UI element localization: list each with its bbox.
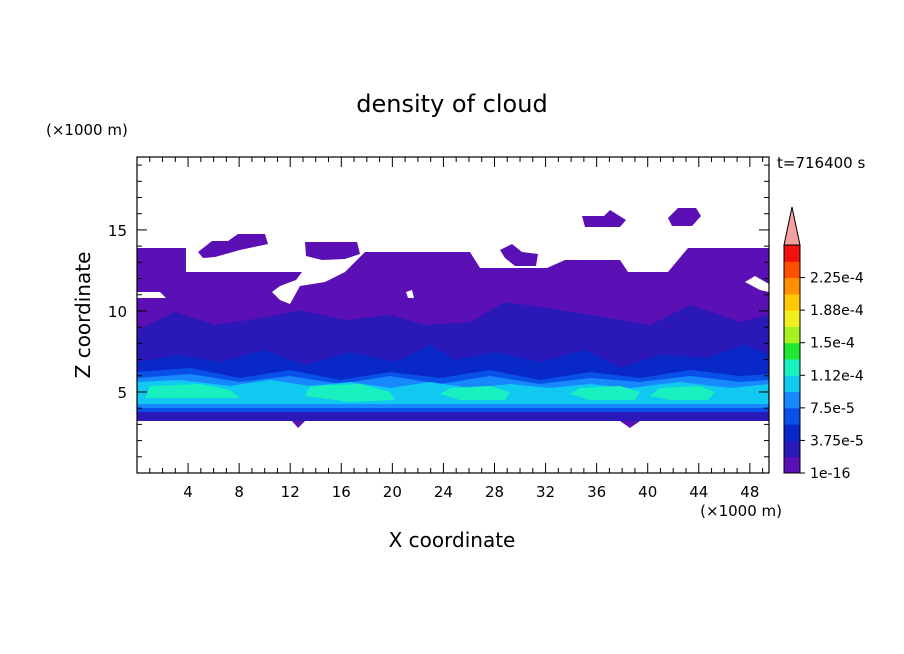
y-tick-label: 5: [117, 384, 127, 402]
colorbar-swatch: [784, 391, 800, 409]
colorbar-label: 3.75e-5: [810, 433, 864, 449]
colorbar-label: 7.5e-5: [810, 401, 855, 417]
colorbar-swatch: [784, 375, 800, 393]
x-axis-ticks: 4 8 12 16 20 24 28 32 36 40 44 48: [149, 157, 764, 501]
plot-area: [137, 208, 769, 428]
x-tick-label: 36: [587, 483, 606, 501]
colorbar-label: 1.12e-4: [810, 368, 864, 384]
colorbar-label: 1e-16: [810, 466, 850, 482]
y-axis-label: Z coordinate: [71, 252, 95, 379]
contour-island-3: [500, 244, 538, 266]
cloud-gap-left: [137, 292, 166, 298]
colorbar-swatch: [784, 326, 800, 344]
x-tick-label: 24: [434, 483, 453, 501]
time-label: t=716400 s: [777, 154, 865, 172]
colorbar-swatch: [784, 277, 800, 295]
y-tick-label: 10: [108, 303, 127, 321]
colorbar-swatch: [784, 310, 800, 327]
contour-layer-7: [145, 384, 715, 402]
x-tick-label: 12: [281, 483, 300, 501]
colorbar-swatch: [784, 440, 800, 458]
colorbar-swatch: [784, 359, 800, 376]
colorbar: 1e-16 3.75e-5 7.5e-5 1.12e-4 1.5e-4 1.88e-4 2.…: [783, 206, 864, 482]
x-tick-label: 20: [383, 483, 402, 501]
y-tick-label: 15: [108, 222, 127, 240]
colorbar-swatch: [784, 424, 800, 441]
x-tick-label: 8: [234, 483, 244, 501]
cloud-gap-right: [745, 276, 769, 292]
colorbar-overflow-arrow: [783, 206, 801, 246]
chart-title: density of cloud: [356, 90, 547, 118]
y-unit-label: (×1000 m): [46, 121, 128, 139]
contour-island-1: [198, 234, 268, 258]
colorbar-swatch: [784, 456, 800, 474]
contour-layer-bottom: [137, 412, 769, 421]
contour-island-2: [305, 242, 360, 260]
x-unit-label: (×1000 m): [700, 502, 782, 520]
x-tick-label: 40: [638, 483, 657, 501]
x-tick-label: 4: [183, 483, 193, 501]
x-axis-label: X coordinate: [389, 528, 516, 552]
colorbar-label: 1.5e-4: [810, 336, 855, 352]
colorbar-label: 1.88e-4: [810, 303, 864, 319]
colorbar-frame: [783, 244, 801, 474]
cloud-gap-2: [406, 290, 414, 298]
colorbar-swatch: [784, 261, 800, 279]
y-axis-ticks: 5 10 15: [108, 164, 769, 458]
colorbar-swatch: [784, 245, 800, 262]
colorbar-swatch: [784, 342, 800, 360]
x-tick-label: 32: [536, 483, 555, 501]
colorbar-swatch: [784, 293, 800, 311]
plot-frame: [136, 156, 770, 474]
colorbar-swatch: [784, 407, 800, 425]
contour-island-5: [668, 208, 701, 226]
x-tick-label: 48: [740, 483, 759, 501]
x-tick-label: 28: [485, 483, 504, 501]
cloud-gap-1: [272, 262, 345, 304]
contour-island-4: [582, 210, 626, 227]
x-tick-label: 16: [332, 483, 351, 501]
x-tick-label: 44: [689, 483, 708, 501]
colorbar-label: 2.25e-4: [810, 271, 864, 287]
